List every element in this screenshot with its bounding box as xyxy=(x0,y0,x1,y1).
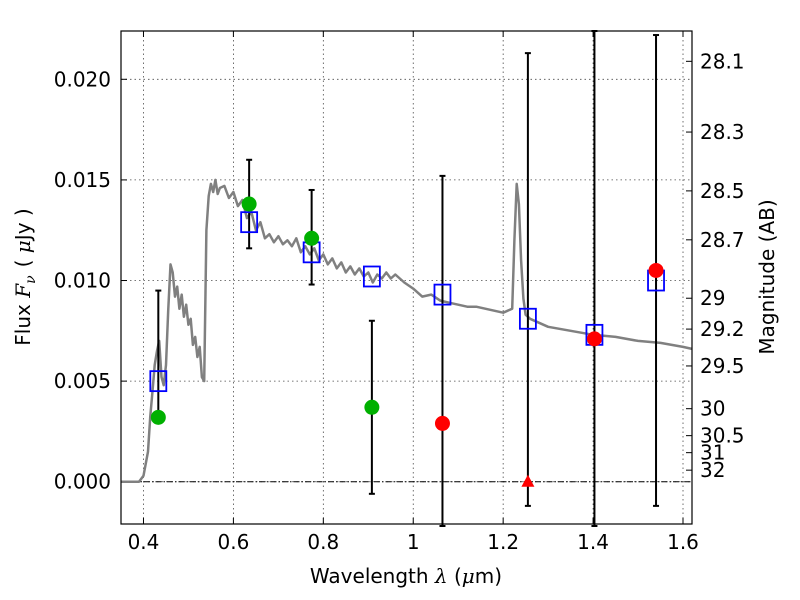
detection-point xyxy=(304,230,320,246)
magnitude-axis-label: Magnitude (AB) xyxy=(755,199,779,354)
x-tick-label: 0.8 xyxy=(307,530,339,554)
y-tick-label: 0.020 xyxy=(54,67,111,91)
model-point xyxy=(518,307,537,330)
nondetection-point xyxy=(586,331,602,347)
plot-area xyxy=(121,30,693,528)
model-point xyxy=(149,370,168,393)
y-tick-label: 0.000 xyxy=(54,470,111,494)
y-tick-label: 0.015 xyxy=(54,168,111,192)
x-tick-label: 1 xyxy=(407,530,420,554)
detection-point xyxy=(150,409,166,425)
detection-point xyxy=(364,399,380,415)
x-tick-label: 1.4 xyxy=(577,530,609,554)
x-tick-label: 1.6 xyxy=(667,530,699,554)
y-axis-label: Flux Fν( μJy ) xyxy=(11,208,39,345)
y-tick-label: 0.005 xyxy=(54,369,111,393)
mag-tick-label: 29.2 xyxy=(700,317,745,341)
mag-tick-label: 28.7 xyxy=(700,228,745,252)
nondetection-point xyxy=(434,415,450,431)
plot-frame xyxy=(120,30,693,525)
x-tick-label: 0.6 xyxy=(217,530,249,554)
mag-tick-label: 28.1 xyxy=(700,49,745,73)
mag-tick-label: 31 xyxy=(700,441,725,465)
x-axis-label: Wavelength λ (μm) xyxy=(310,564,502,588)
model-point xyxy=(433,283,452,306)
model-point xyxy=(240,211,259,234)
model-point xyxy=(362,265,381,288)
mag-tick-label: 30 xyxy=(700,397,725,421)
model-sed-curve xyxy=(121,178,693,483)
ticks-layer: 0.4 0.6 0.8 1 1.2 1.4 1.6 0.000 0.005 0.010 0.015 0… xyxy=(54,31,745,554)
mag-tick-label: 28.3 xyxy=(700,120,745,144)
mag-tick-label: 29 xyxy=(700,286,725,310)
mag-tick-label: 29.5 xyxy=(700,354,745,378)
upper-limit-marker xyxy=(521,474,535,487)
mag-tick-label: 30.5 xyxy=(700,424,745,448)
nondetection-point xyxy=(648,262,664,278)
detection-point xyxy=(241,196,257,212)
x-tick-label: 1.2 xyxy=(487,530,519,554)
y-tick-label: 0.010 xyxy=(54,269,111,293)
x-tick-label: 0.4 xyxy=(128,530,160,554)
mag-tick-label: 28.5 xyxy=(700,179,745,203)
mag-tick-label: 32 xyxy=(700,458,725,482)
